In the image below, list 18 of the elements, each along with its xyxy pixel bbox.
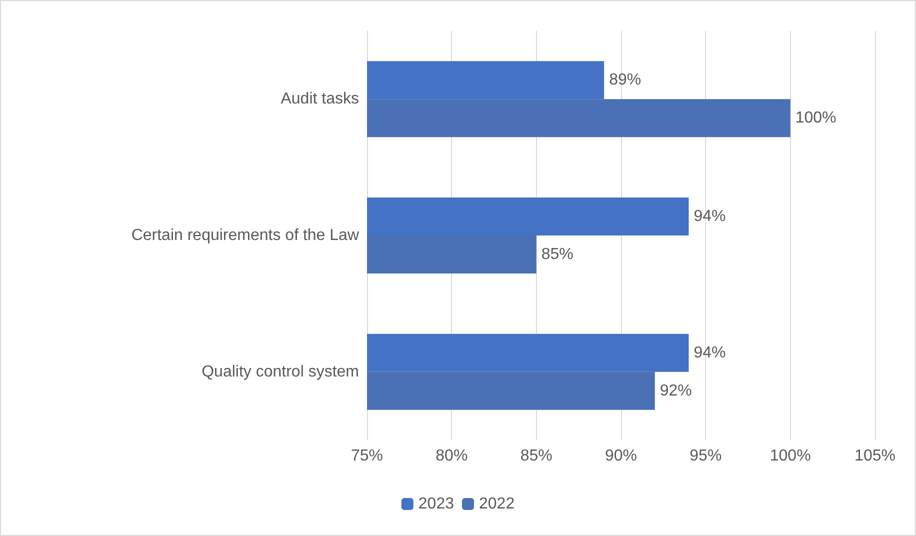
legend-label: 2023 (418, 496, 454, 512)
x-tick-label: 90% (604, 448, 638, 464)
x-tick-label: 80% (436, 448, 468, 464)
legend-label: 2022 (479, 496, 515, 512)
x-tick-label: 95% (690, 448, 722, 464)
data-label: 89% (609, 72, 642, 89)
data-label: 94% (694, 208, 726, 225)
x-tick-label: 105% (854, 448, 896, 464)
x-tick-label: 75% (350, 448, 384, 464)
data-label: 100% (795, 110, 836, 127)
data-label: 94% (694, 344, 726, 362)
data-label: 85% (541, 246, 574, 263)
x-tick-label: 85% (520, 448, 552, 464)
y-tick-label: Audit tasks (280, 90, 359, 108)
x-tick-label: 100% (770, 448, 811, 464)
y-tick-label: Quality control system (202, 363, 359, 380)
data-label: 92% (660, 382, 692, 400)
y-tick-label: Certain requirements of the Law (131, 227, 360, 244)
